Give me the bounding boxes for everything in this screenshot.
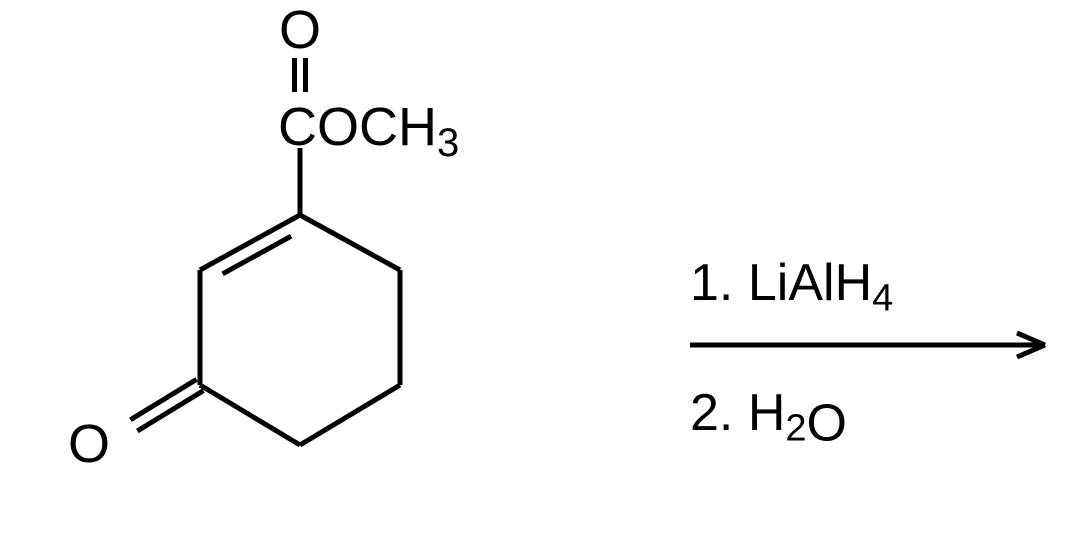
atom-label-o-top: O — [279, 0, 321, 60]
condition-step-1: 1. LiAlH4 — [690, 254, 893, 319]
condition-step-2: 2. H2O — [690, 384, 847, 452]
atom-label-coch3: COCH3 — [278, 97, 459, 165]
reaction-conditions: 1. LiAlH4 2. H2O — [690, 254, 1045, 452]
atom-label-o-left: O — [68, 414, 110, 474]
